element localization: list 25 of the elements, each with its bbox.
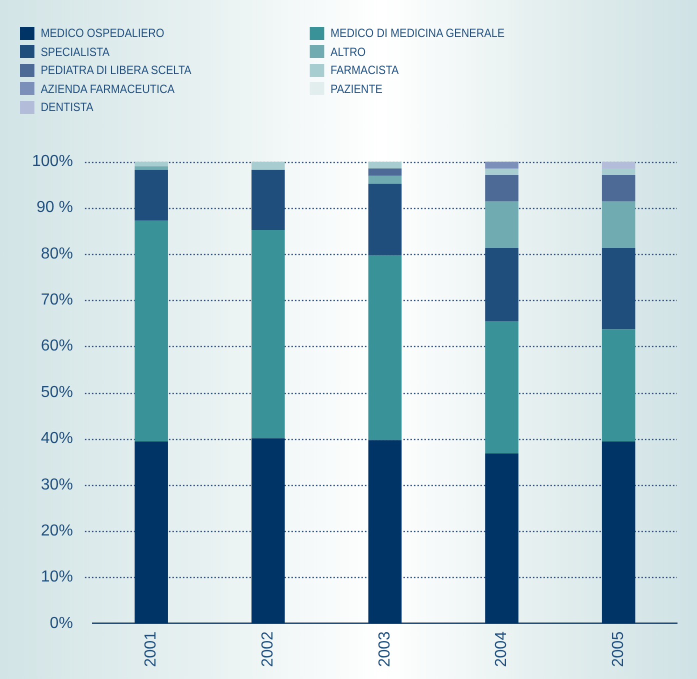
y-tick-label: 20% — [40, 522, 73, 540]
legend-label: PAZIENTE — [330, 82, 383, 96]
legend-label: FARMACISTA — [330, 63, 399, 78]
x-tick-label: 2002 — [260, 631, 277, 667]
x-tick-label: 2001 — [142, 631, 160, 667]
legend-label: MEDICO OSPEDALIERO — [40, 26, 164, 40]
legend-label: ALTRO — [330, 44, 366, 59]
legend-label: DENTISTA — [40, 100, 94, 114]
x-tick-label: 2003 — [376, 631, 394, 667]
y-tick-label: 60% — [40, 338, 73, 355]
y-tick-label: 30% — [40, 476, 73, 494]
y-tick-label: 80% — [40, 245, 73, 262]
y-tick-label: 50% — [40, 384, 73, 401]
legend-label: SPECIALISTA — [40, 44, 110, 59]
y-tick-label: 100% — [32, 153, 73, 170]
y-tick-label: 10% — [40, 568, 73, 586]
y-tick-label: 90 % — [36, 199, 73, 216]
x-tick-label: 2004 — [493, 631, 510, 667]
y-tick-label: 40% — [40, 430, 73, 448]
legend-label: MEDICO DI MEDICINA GENERALE — [330, 26, 505, 40]
x-tick-label: 2005 — [610, 631, 627, 667]
y-tick-label: 70% — [40, 292, 73, 309]
y-tick-label: 0% — [50, 614, 73, 632]
legend-label: PEDIATRA DI LIBERA SCELTA — [40, 63, 192, 78]
legend-label: AZIENDA FARMACEUTICA — [40, 82, 175, 96]
